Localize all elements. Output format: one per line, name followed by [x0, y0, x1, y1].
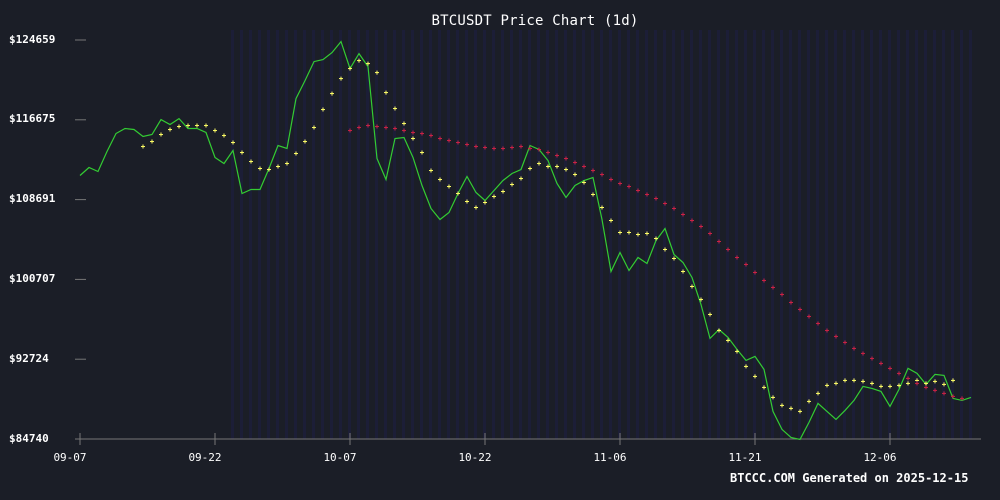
y-tick-label: $92724 [9, 352, 49, 365]
short-ma-markers [141, 58, 955, 414]
y-tick-label: $124659 [9, 33, 56, 46]
x-tick-label: 12-06 [863, 451, 897, 464]
long-ma-markers [348, 123, 964, 401]
y-tick-label: $100707 [9, 272, 56, 285]
x-tick-label: 09-07 [53, 451, 87, 464]
price-line [79, 40, 972, 441]
background-stripes [231, 30, 972, 439]
x-tick-label: 09-22 [188, 451, 222, 464]
chart-title: BTCUSDT Price Chart (1d) [431, 13, 639, 29]
y-tick-label: $84740 [9, 432, 49, 445]
y-tick-label: $108691 [9, 192, 56, 205]
x-tick-label: 10-07 [323, 451, 357, 464]
series-layer [79, 40, 972, 441]
x-tick-label: 11-06 [593, 451, 627, 464]
x-tick-label: 10-22 [458, 451, 492, 464]
axes [75, 39, 981, 445]
x-tick-label: 11-21 [728, 451, 762, 464]
generated-footer: BTCCC.COM Generated on 2025-12-15 [730, 471, 969, 485]
y-tick-label: $116675 [9, 112, 56, 125]
